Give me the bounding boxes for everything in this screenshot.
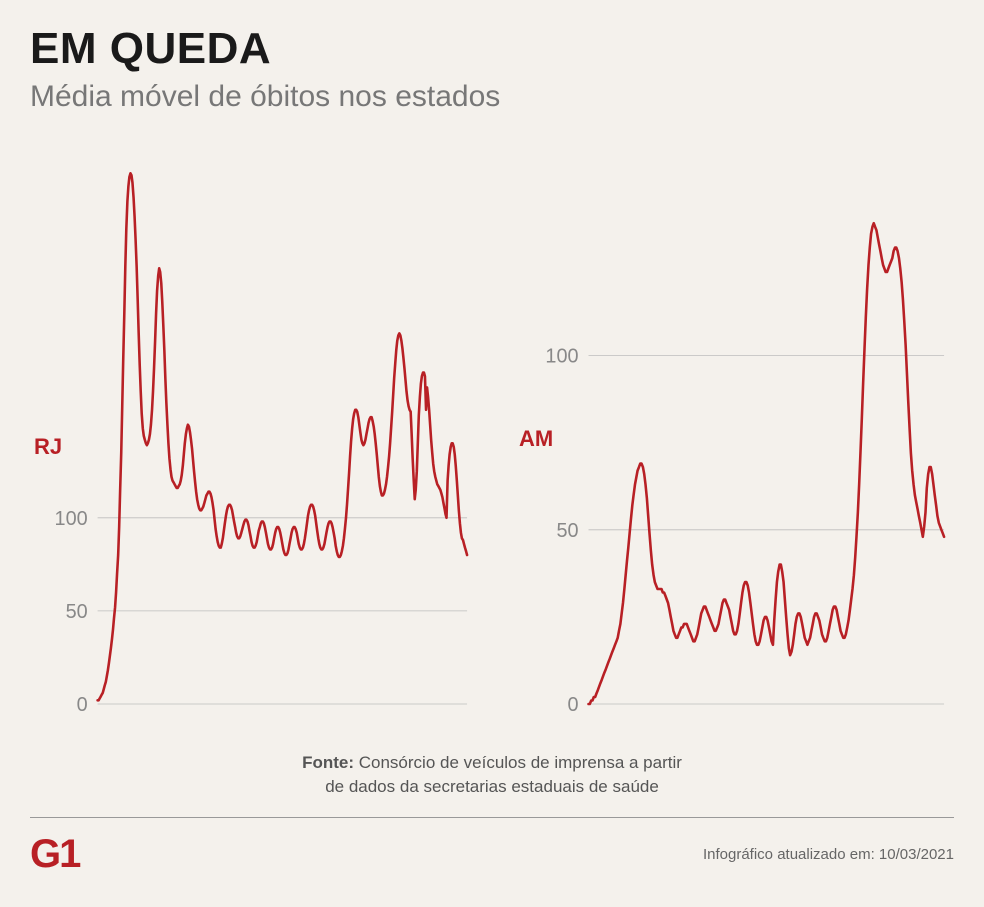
logo: G1: [30, 832, 79, 877]
chart-subtitle: Média móvel de óbitos nos estados: [30, 80, 954, 114]
svg-text:0: 0: [77, 694, 88, 716]
chart-panel-rj: RJ 050100: [40, 154, 477, 734]
source-line: Fonte: Consórcio de veículos de imprensa…: [0, 751, 984, 799]
svg-text:100: 100: [545, 346, 578, 368]
charts-row: RJ 0 50 100 AM 0 50 100: [30, 154, 954, 734]
footer: Fonte: Consórcio de veículos de imprensa…: [0, 751, 984, 877]
series-label-rj: RJ: [34, 434, 62, 460]
svg-text:50: 50: [66, 601, 88, 623]
updated-text: Infográfico atualizado em: 10/03/2021: [703, 846, 954, 863]
svg-text:100: 100: [55, 508, 88, 530]
source-label: Fonte:: [302, 753, 354, 772]
series-label-am: AM: [519, 426, 553, 452]
svg-text:50: 50: [556, 520, 578, 542]
chart-svg-rj: 0 50 100: [40, 154, 477, 734]
footer-divider: [30, 817, 954, 818]
chart-title: EM QUEDA: [30, 24, 954, 74]
svg-text:0: 0: [568, 694, 579, 716]
source-text-1: Consórcio de veículos de imprensa a part…: [359, 753, 682, 772]
chart-svg-am: 0 50 100: [517, 154, 954, 734]
chart-panel-am: AM 0 50 100: [517, 154, 954, 734]
source-text-2: de dados da secretarias estaduais de saú…: [325, 777, 659, 796]
